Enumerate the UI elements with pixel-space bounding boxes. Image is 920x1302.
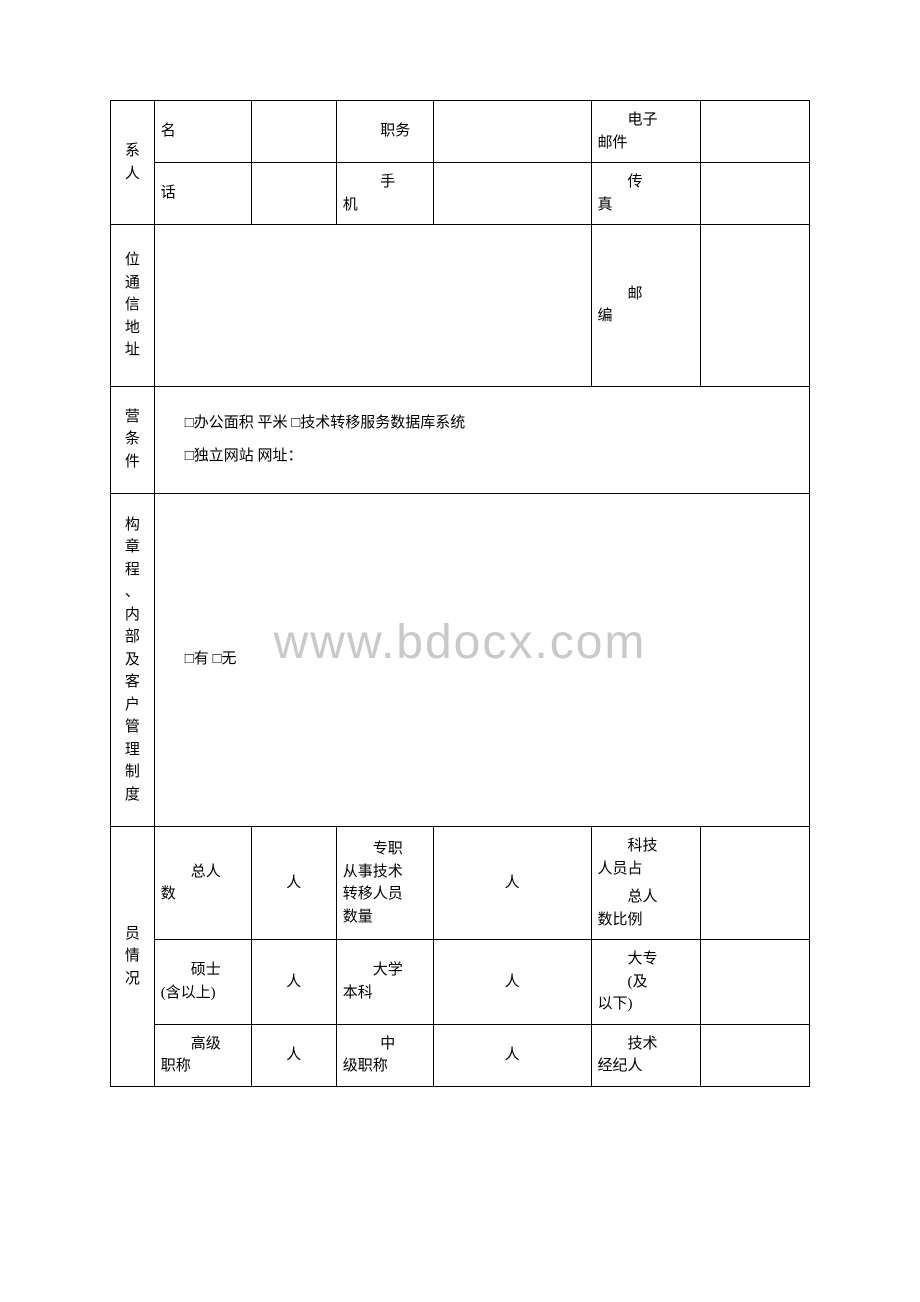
fax-value [700, 163, 809, 225]
mid-title-unit: 人 [433, 1024, 591, 1086]
broker-value [700, 1024, 809, 1086]
fulltime-unit: 人 [433, 827, 591, 940]
tech-ratio-label: 科技 人员占 总人 数比例 [591, 827, 700, 940]
mobile-label: 手 机 [336, 163, 433, 225]
phone-value [251, 163, 336, 225]
tech-ratio-value [700, 827, 809, 940]
mobile-value [433, 163, 591, 225]
name-label: 名 [154, 101, 251, 163]
senior-title-unit: 人 [251, 1024, 336, 1086]
bachelor-label: 大学 本科 [336, 940, 433, 1025]
master-label: 硕士 (含以上) [154, 940, 251, 1025]
postcode-label: 邮 编 [591, 225, 700, 387]
position-label: 职务 [336, 101, 433, 163]
fulltime-label: 专职 从事技术 转移人员 数量 [336, 827, 433, 940]
junior-value [700, 940, 809, 1025]
fax-label: 传 真 [591, 163, 700, 225]
name-value [251, 101, 336, 163]
postcode-value [700, 225, 809, 387]
master-unit: 人 [251, 940, 336, 1025]
personnel-section-label: 员情况 [111, 827, 155, 1087]
conditions-content: □办公面积 平米 □技术转移服务数据库系统 □独立网站 网址： [154, 386, 809, 493]
senior-title-label: 高级 职称 [154, 1024, 251, 1086]
total-count-unit: 人 [251, 827, 336, 940]
phone-label: 话 [154, 163, 251, 225]
total-count-label: 总人 数 [154, 827, 251, 940]
conditions-section-label: 营条件 [111, 386, 155, 493]
email-label: 电子 邮件 [591, 101, 700, 163]
address-section-label: 位通信地址 [111, 225, 155, 387]
mid-title-label: 中 级职称 [336, 1024, 433, 1086]
position-value [433, 101, 591, 163]
form-table: 系 人 名 职务 电子 邮件 话 手 机 [110, 100, 810, 1087]
charter-section-label: 构章程、内部及客户管理制度 [111, 493, 155, 827]
junior-label: 大专 (及 以下) [591, 940, 700, 1025]
address-value [154, 225, 591, 387]
broker-label: 技术 经纪人 [591, 1024, 700, 1086]
contact-section-label: 系 人 [111, 101, 155, 225]
bachelor-unit: 人 [433, 940, 591, 1025]
charter-content: □有 □无 [154, 493, 809, 827]
email-value [700, 101, 809, 163]
